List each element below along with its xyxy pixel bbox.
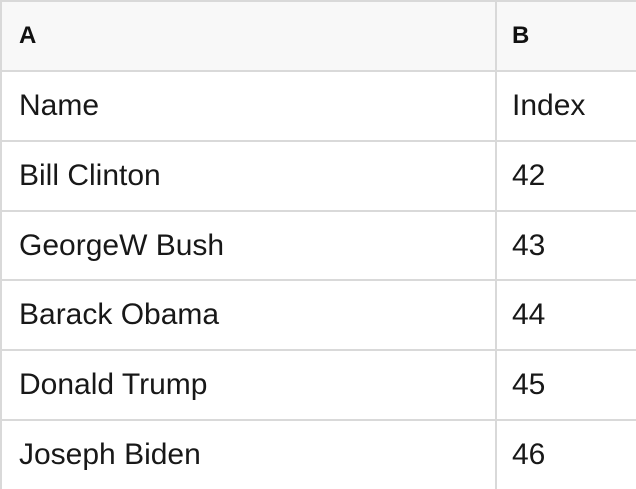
column-header-a[interactable]: A — [2, 2, 497, 70]
cell-b1[interactable]: Index — [512, 88, 586, 122]
table-row-4: Barack Obama 44 — [2, 281, 636, 352]
cell-a1[interactable]: Name — [2, 71, 497, 140]
cell-a3[interactable]: GeorgeW Bush — [2, 211, 497, 280]
column-header-b[interactable]: B — [512, 21, 530, 49]
cell-b2[interactable]: 42 — [512, 158, 546, 192]
cell-b5[interactable]: 45 — [512, 368, 546, 402]
table-row-5: Donald Trump 45 — [2, 351, 636, 422]
table-row-3: GeorgeW Bush 43 — [2, 211, 636, 282]
cell-a6[interactable]: Joseph Biden — [2, 421, 497, 489]
cell-a2[interactable]: Bill Clinton — [2, 141, 497, 210]
table-row-6: Joseph Biden 46 — [2, 421, 636, 489]
cell-a5[interactable]: Donald Trump — [2, 351, 497, 420]
cell-b4[interactable]: 44 — [512, 298, 546, 332]
column-header-row: A B — [2, 2, 636, 72]
cell-b6[interactable]: 46 — [512, 438, 546, 472]
cell-a4[interactable]: Barack Obama — [2, 281, 497, 350]
table-row-2: Bill Clinton 42 — [2, 141, 636, 212]
table-row-1: Name Index — [2, 71, 636, 142]
cell-b3[interactable]: 43 — [512, 228, 546, 262]
